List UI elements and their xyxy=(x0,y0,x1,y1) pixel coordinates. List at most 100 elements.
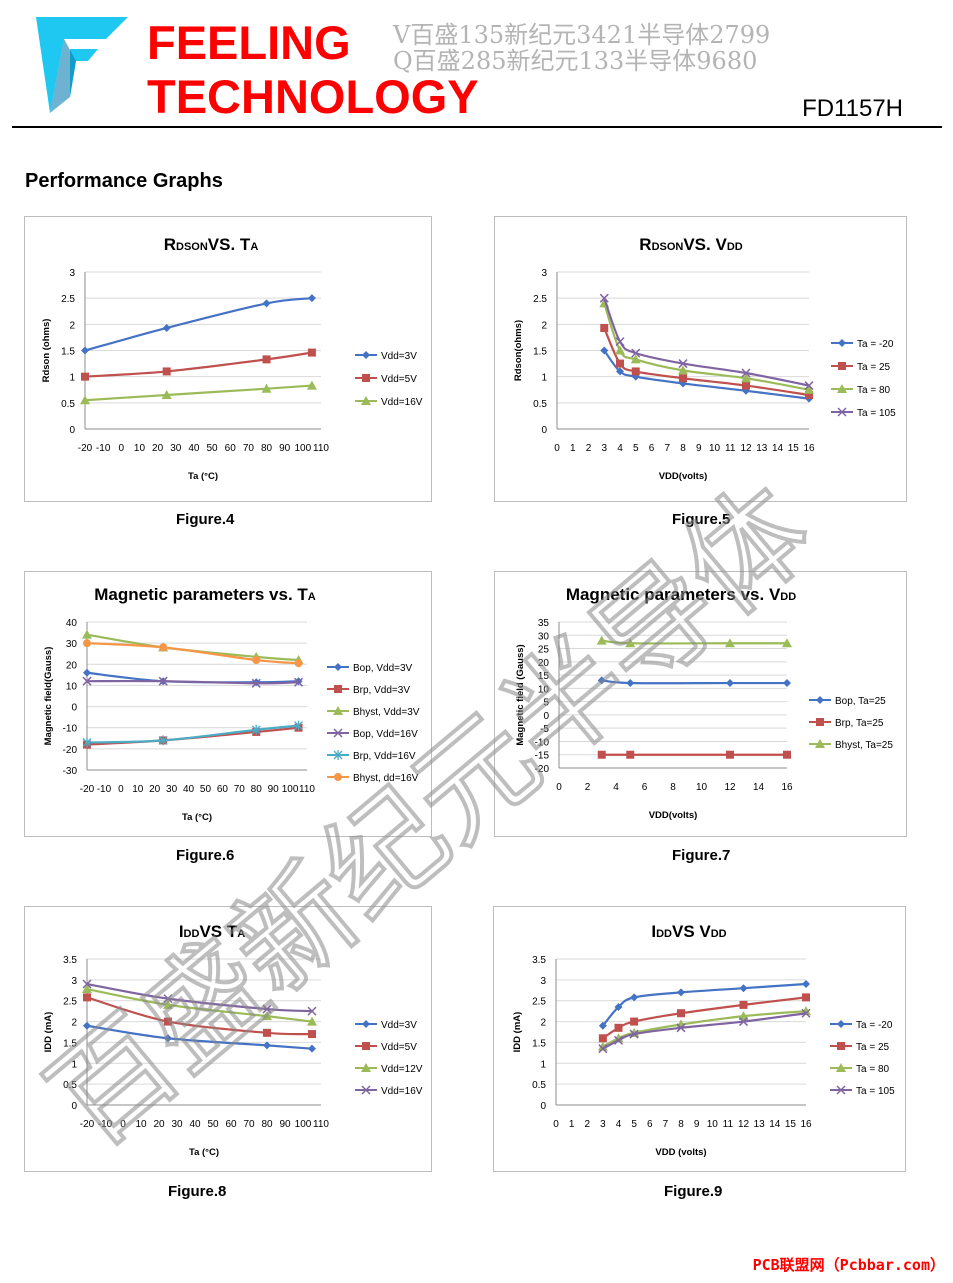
data-point xyxy=(162,323,171,332)
brand-logo-icon xyxy=(36,17,128,113)
series-3 xyxy=(596,635,792,648)
series-2 xyxy=(81,348,316,381)
data-point xyxy=(600,346,609,355)
y-tick-label: 40 xyxy=(66,618,78,629)
data-point xyxy=(82,737,92,748)
x-axis-title: VDD(volts) xyxy=(649,810,698,821)
legend-entry: Ta = -20 xyxy=(830,1020,893,1031)
data-point xyxy=(613,1035,624,1045)
x-tick-label: 80 xyxy=(261,443,273,454)
y-tick-label: 0 xyxy=(71,703,77,714)
series-1 xyxy=(81,294,316,355)
data-point xyxy=(159,643,168,652)
x-tick-label: 0 xyxy=(553,1119,559,1130)
x-tick-label: 50 xyxy=(207,443,219,454)
data-point xyxy=(598,1044,608,1054)
legend-marker xyxy=(837,1042,845,1050)
series-1 xyxy=(597,676,791,688)
legend-entry: Bop, Vdd=3V xyxy=(327,663,413,674)
data-point xyxy=(677,1009,685,1018)
legend-marker xyxy=(815,739,825,748)
chart-title-part: I xyxy=(179,922,184,941)
legend-label: Ta = 105 xyxy=(857,408,896,419)
data-point xyxy=(677,988,685,997)
legend-label: Bop, Vdd=3V xyxy=(353,663,413,674)
series-line xyxy=(601,639,787,645)
x-tick-label: 14 xyxy=(772,443,784,454)
data-point xyxy=(251,724,261,735)
header-divider xyxy=(12,126,942,128)
data-point xyxy=(801,1008,811,1018)
y-axis-title: Magnetic field (Gauss) xyxy=(515,644,526,745)
x-tick-label: 4 xyxy=(616,1119,622,1130)
y-tick-label: 0.5 xyxy=(61,399,75,410)
legend-label: Bop, Ta=25 xyxy=(835,696,886,707)
data-point xyxy=(676,1023,686,1033)
series-line xyxy=(84,384,312,402)
x-tick-label: 14 xyxy=(769,1119,781,1130)
section-title: Performance Graphs xyxy=(25,170,223,192)
series-6 xyxy=(83,639,303,668)
chart-title: IDDVS TA xyxy=(179,922,245,941)
data-point xyxy=(307,1016,317,1026)
y-tick-label: 3 xyxy=(69,268,75,279)
chart-title-subscript: DD xyxy=(184,928,200,940)
x-tick-label: 11 xyxy=(725,443,736,454)
data-point xyxy=(162,367,171,376)
data-point xyxy=(616,359,624,368)
series-3 xyxy=(80,380,317,405)
legend-entry: Vdd=3V xyxy=(355,1020,417,1031)
data-point xyxy=(294,659,303,668)
series-line xyxy=(603,297,810,387)
data-point xyxy=(629,1029,639,1039)
x-tick-label: 70 xyxy=(243,1119,255,1130)
x-tick-label: 8 xyxy=(678,1119,684,1130)
x-tick-label: 10 xyxy=(134,443,146,454)
y-axis-title: IDD (mA) xyxy=(512,1012,523,1053)
x-tick-label: 13 xyxy=(756,443,768,454)
data-point xyxy=(294,677,304,687)
data-point xyxy=(262,1004,272,1014)
chart-title-subscript: DSON xyxy=(176,241,208,253)
legend-label: Ta = -20 xyxy=(856,1020,893,1031)
y-tick-label: 3 xyxy=(540,976,546,987)
legend-label: Bop, Vdd=16V xyxy=(353,729,418,740)
chart-figure-8: 0 0.5 1 1.5 2 2.5 3 3.5 -20 -10 0 10 20 30 40 50 60 70 80 9… xyxy=(43,922,423,1158)
x-axis-title: Ta (°C) xyxy=(189,1147,219,1158)
x-axis-title: Ta (°C) xyxy=(182,812,212,823)
series-3 xyxy=(597,1006,811,1051)
chart-title-part: VS V xyxy=(672,922,711,941)
data-point xyxy=(804,381,814,391)
chart-panel-figure-6: -30 -20 -10 0 10 20 30 40 -20 -10 0 10 20 30 40 50 60 70 8… xyxy=(24,571,432,837)
data-point xyxy=(630,1017,639,1026)
x-tick-label: 10 xyxy=(707,1119,719,1130)
y-tick-label: 10 xyxy=(538,684,550,695)
y-tick-label: 10 xyxy=(66,681,78,692)
y-tick-label: 30 xyxy=(538,631,550,642)
legend-marker xyxy=(362,1020,370,1028)
x-tick-label: 8 xyxy=(670,782,676,793)
x-tick-label: 6 xyxy=(649,443,655,454)
legend-marker xyxy=(334,773,342,781)
series-2 xyxy=(600,323,813,399)
x-tick-label: 110 xyxy=(299,784,315,795)
figure-caption-5: Figure.5 xyxy=(672,511,731,528)
x-tick-label: 8 xyxy=(680,443,686,454)
series-3 xyxy=(82,984,317,1026)
series-line xyxy=(84,297,313,352)
data-point xyxy=(725,638,735,648)
chart-title-part: VS T xyxy=(199,922,237,941)
chart-title-part: R xyxy=(639,235,651,254)
legend-marker xyxy=(362,374,370,382)
y-tick-label: 5 xyxy=(543,698,549,709)
data-point xyxy=(726,750,734,759)
y-tick-label: 15 xyxy=(538,671,550,682)
x-tick-label: 15 xyxy=(785,1119,797,1130)
x-tick-label: 70 xyxy=(243,443,255,454)
legend-entry: Bhyst, Ta=25 xyxy=(809,739,893,751)
x-tick-label: 5 xyxy=(631,1119,637,1130)
data-point xyxy=(251,678,261,688)
x-tick-label: -10 xyxy=(96,443,111,454)
legend-marker xyxy=(816,696,824,704)
chart-title: RDSONVS. TA xyxy=(164,235,259,254)
